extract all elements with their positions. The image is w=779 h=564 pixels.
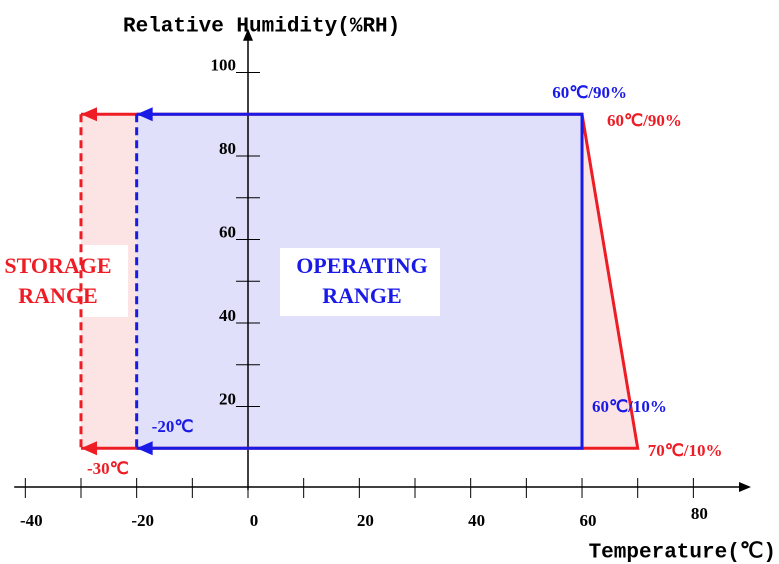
region-label: RANGE bbox=[322, 283, 401, 308]
x-tick-label: -40 bbox=[20, 511, 43, 530]
label-backdrop bbox=[8, 245, 128, 317]
x-tick-label: 20 bbox=[357, 511, 374, 530]
x-tick-label: 80 bbox=[691, 504, 708, 523]
label-box bbox=[280, 248, 440, 316]
arrow-head bbox=[80, 441, 97, 456]
y-axis-title: Relative Humidity(%RH) bbox=[123, 16, 400, 39]
vertex-label: 60℃/90% bbox=[607, 111, 682, 130]
x-tick-label: -20 bbox=[131, 511, 154, 530]
y-tick-label: 40 bbox=[219, 306, 236, 325]
vertex-label: 60℃/90% bbox=[552, 83, 627, 102]
y-tick-label: 20 bbox=[219, 389, 236, 408]
vertex-label: 60℃/10% bbox=[592, 397, 667, 416]
y-tick-label: 100 bbox=[211, 55, 237, 74]
vertex-label: 70℃/10% bbox=[648, 441, 723, 460]
region-label: RANGE bbox=[18, 283, 97, 308]
vertex-label: -20℃ bbox=[152, 417, 194, 436]
y-tick-label: 60 bbox=[219, 222, 236, 241]
vertex-label: -30℃ bbox=[87, 459, 129, 478]
region-outline bbox=[136, 112, 584, 450]
x-tick-label: 0 bbox=[250, 511, 259, 530]
y-tick-label: 80 bbox=[219, 139, 236, 158]
arrow-head bbox=[136, 107, 153, 122]
x-tick-label: 60 bbox=[580, 511, 597, 530]
region-label: OPERATING bbox=[296, 253, 428, 278]
x-axis-title: Temperature(℃) bbox=[589, 542, 776, 564]
arrow-head bbox=[136, 441, 153, 456]
arrow-head bbox=[80, 107, 97, 122]
region-label: STORAGE bbox=[4, 253, 111, 278]
x-tick-label: 40 bbox=[468, 511, 485, 530]
